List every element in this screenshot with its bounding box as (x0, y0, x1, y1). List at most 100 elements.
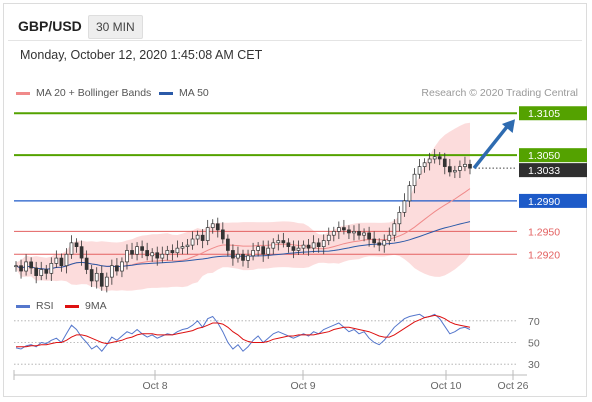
candle (104, 276, 109, 287)
price-badge (519, 148, 587, 163)
candle (74, 242, 79, 247)
legend-label: MA 50 (179, 87, 209, 99)
price-badge (519, 163, 587, 178)
candle (69, 242, 74, 255)
price-badge (519, 193, 587, 208)
candle (402, 200, 407, 213)
candle (251, 250, 255, 257)
candle (54, 257, 59, 264)
candle (306, 244, 311, 249)
candle (276, 240, 281, 244)
candle (246, 255, 250, 261)
candle (150, 252, 155, 257)
candle (59, 257, 64, 267)
timeframe-badge[interactable]: 30 MIN (88, 15, 143, 39)
rsi-9ma-line (16, 314, 471, 348)
candle (125, 250, 129, 263)
candle (367, 232, 371, 240)
candle (362, 232, 366, 236)
candle (387, 234, 392, 241)
x-tick-label: Oct 10 (431, 380, 462, 392)
candle (377, 242, 382, 246)
candle (19, 265, 23, 272)
candle (64, 253, 69, 267)
candle (241, 253, 245, 261)
candle (417, 166, 422, 175)
candle (39, 269, 44, 276)
candle (195, 234, 200, 240)
candle (109, 265, 114, 278)
rsi-tick-label: 50 (528, 338, 540, 350)
price-badge (519, 106, 587, 121)
candle (437, 156, 442, 160)
candle (311, 242, 316, 249)
candle (24, 261, 28, 272)
candle (14, 265, 18, 268)
candle (185, 244, 190, 247)
candle (286, 242, 291, 247)
candle (210, 223, 215, 228)
candle (175, 247, 180, 254)
candle (145, 250, 150, 257)
candle (453, 170, 457, 173)
candle (382, 240, 387, 246)
candle (49, 263, 54, 274)
forecast-arrow-shaft (472, 123, 511, 170)
candle (447, 166, 452, 173)
legend-swatch (65, 304, 79, 308)
candle (256, 246, 260, 251)
candle (89, 269, 94, 282)
credit-text: Research © 2020 Trading Central (421, 87, 578, 99)
candle (155, 252, 160, 259)
price-badge-label: 1.3050 (528, 150, 560, 162)
candle (99, 272, 104, 287)
candle (392, 223, 397, 236)
x-tick-label: Oct 26 (498, 380, 529, 392)
price-badge-label: 1.2990 (528, 196, 560, 208)
candle (120, 261, 124, 272)
legend-item-rsi: RSI (16, 300, 54, 312)
candle (407, 185, 412, 202)
legend-label: RSI (36, 300, 54, 312)
candle (372, 238, 377, 244)
candle (458, 166, 462, 171)
legend-swatch (16, 91, 30, 95)
candle (231, 250, 235, 259)
candle (140, 246, 144, 251)
x-tick-label: Oct 9 (290, 380, 315, 392)
symbol-title: GBP/USD (18, 18, 82, 34)
price-level-label: 1.2950 (528, 226, 560, 238)
candle (205, 227, 210, 241)
candle (281, 240, 286, 244)
legend-swatch (159, 91, 173, 95)
legend-item-ma50: MA 50 (159, 87, 209, 99)
legend-label: 9MA (85, 300, 107, 312)
candle (432, 156, 437, 160)
candle (326, 234, 331, 241)
candle (160, 253, 165, 259)
candle (115, 265, 119, 272)
candle (165, 250, 170, 255)
candle (135, 246, 139, 255)
header-divider (8, 40, 582, 41)
candle (468, 163, 472, 169)
candle (266, 247, 271, 255)
candle (236, 253, 240, 259)
candle (215, 223, 220, 231)
candle (321, 240, 326, 247)
candle (336, 227, 341, 232)
candle (130, 250, 134, 255)
candle (84, 257, 89, 270)
price-level-label: 1.2920 (528, 249, 560, 261)
candle (301, 244, 306, 249)
candle (29, 261, 33, 269)
candle (442, 158, 447, 167)
candle (271, 242, 276, 249)
rsi-tick-label: 70 (528, 316, 540, 328)
candle (357, 231, 361, 236)
candle (200, 234, 205, 241)
legend-item-9ma: 9MA (65, 300, 107, 312)
legend-swatch (16, 304, 30, 308)
price-badge-label: 1.3033 (528, 165, 560, 177)
